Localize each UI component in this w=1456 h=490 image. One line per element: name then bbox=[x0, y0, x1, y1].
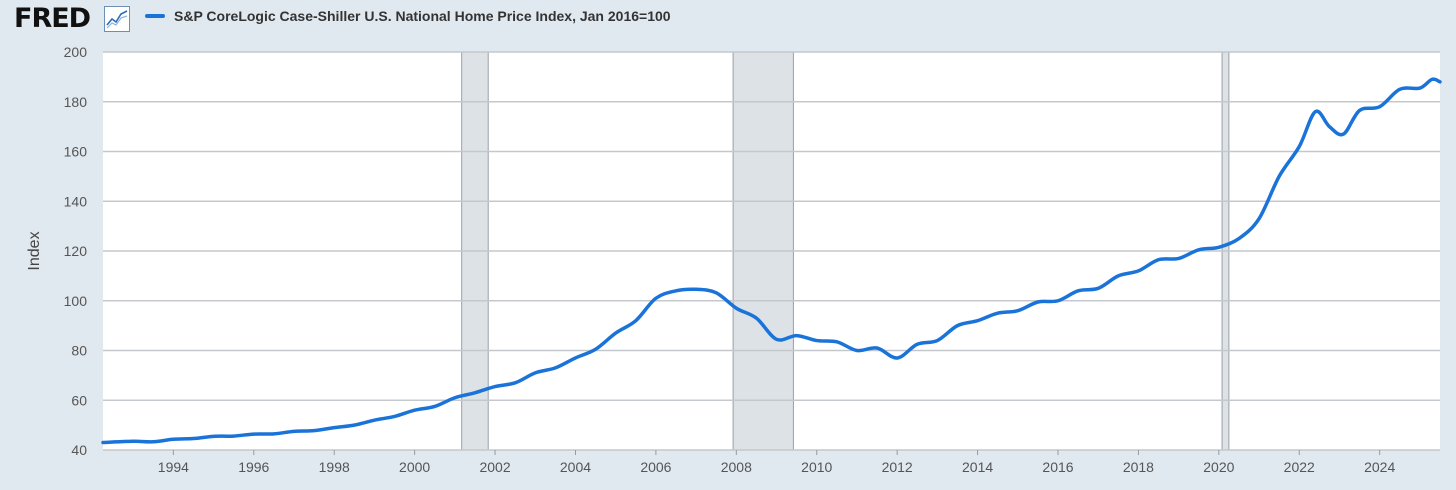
x-tick-label: 2006 bbox=[640, 459, 671, 475]
x-tick-label: 2014 bbox=[962, 459, 993, 475]
x-tick-label: 2012 bbox=[882, 459, 913, 475]
y-tick-label: 100 bbox=[64, 293, 88, 309]
x-tick-label: 2002 bbox=[479, 459, 510, 475]
x-tick-label: 2000 bbox=[399, 459, 430, 475]
y-tick-label: 140 bbox=[64, 193, 88, 209]
y-tick-label: 60 bbox=[71, 392, 87, 408]
chart-legend[interactable]: S&P CoreLogic Case-Shiller U.S. National… bbox=[145, 8, 671, 24]
x-tick-label: 2016 bbox=[1042, 459, 1073, 475]
x-tick-label: 2020 bbox=[1203, 459, 1234, 475]
x-tick-label: 1994 bbox=[158, 459, 189, 475]
x-tick-label: 2008 bbox=[721, 459, 752, 475]
legend-series-label: S&P CoreLogic Case-Shiller U.S. National… bbox=[174, 8, 671, 24]
y-tick-label: 180 bbox=[64, 94, 88, 110]
y-tick-label: 80 bbox=[71, 343, 87, 359]
chart-line-icon[interactable] bbox=[104, 6, 130, 37]
x-tick-label: 2024 bbox=[1364, 459, 1395, 475]
y-axis-title: Index bbox=[26, 231, 43, 270]
x-tick-label: 2004 bbox=[560, 459, 591, 475]
x-tick-label: 1996 bbox=[238, 459, 269, 475]
x-tick-label: 1998 bbox=[319, 459, 350, 475]
legend-series-swatch bbox=[145, 14, 165, 18]
chart-header: FRED S&P CoreLogic Case-Shiller U.S. Nat… bbox=[0, 0, 1456, 40]
y-tick-label: 120 bbox=[64, 243, 88, 259]
y-tick-label: 200 bbox=[64, 44, 88, 60]
fred-logo[interactable]: FRED bbox=[14, 3, 91, 34]
x-tick-label: 2010 bbox=[801, 459, 832, 475]
x-tick-label: 2018 bbox=[1123, 459, 1154, 475]
y-tick-label: 160 bbox=[64, 144, 88, 160]
x-tick-label: 2022 bbox=[1284, 459, 1315, 475]
y-tick-label: 40 bbox=[71, 442, 87, 458]
series-line bbox=[101, 77, 1442, 445]
